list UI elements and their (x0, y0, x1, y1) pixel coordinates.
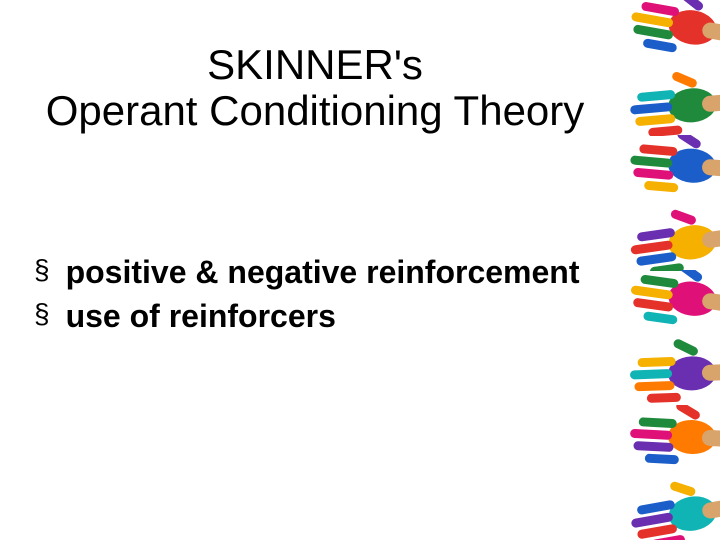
list-item: § use of reinforcers (30, 296, 630, 336)
painted-hand-icon (600, 0, 720, 68)
painted-hand-icon (600, 338, 720, 406)
title-line-1: SKINNER's (30, 42, 600, 88)
bullet-list: § positive & negative reinforcement § us… (30, 252, 630, 340)
list-item: § positive & negative reinforcement (30, 252, 630, 292)
slide-title: SKINNER's Operant Conditioning Theory (30, 42, 600, 134)
painted-hand-icon (600, 68, 720, 136)
bullet-marker: § (34, 296, 50, 332)
painted-hand-icon (600, 405, 720, 473)
title-line-2: Operant Conditioning Theory (30, 88, 600, 134)
slide: SKINNER's Operant Conditioning Theory § … (0, 0, 720, 540)
bullet-marker: § (34, 252, 50, 288)
bullet-text: use of reinforcers (66, 296, 336, 336)
bullet-text: positive & negative reinforcement (66, 252, 580, 292)
painted-hand-icon (600, 135, 720, 203)
painted-hand-icon (600, 473, 720, 540)
